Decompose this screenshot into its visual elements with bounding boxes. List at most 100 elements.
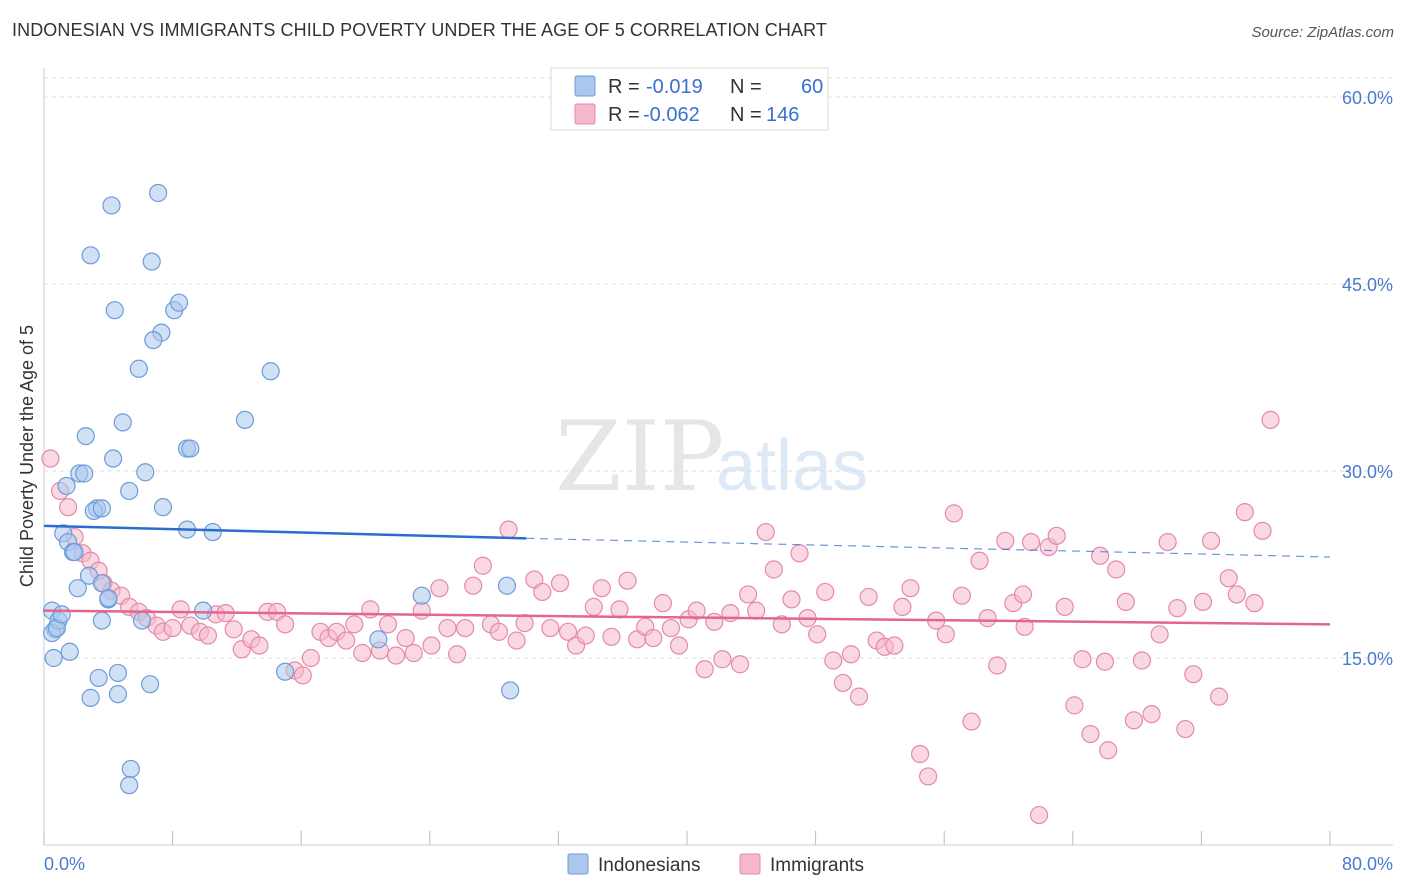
immigrants-point (756, 522, 775, 542)
immigrants-point (404, 643, 423, 663)
immigrants-point (224, 620, 243, 639)
indonesians-point (44, 648, 63, 668)
immigrants-point (1219, 569, 1238, 588)
immigrants-point (738, 585, 758, 604)
immigrants-point (171, 600, 190, 619)
indonesians-point (113, 413, 132, 432)
legend-n-value-indonesians: 60 (801, 76, 823, 98)
immigrants-point (1176, 719, 1195, 739)
immigrants-point (337, 631, 356, 650)
indonesians-point (369, 630, 388, 649)
immigrants-point (1095, 652, 1115, 671)
immigrants-point (1013, 585, 1033, 604)
indonesians-point (120, 776, 139, 795)
immigrants-point (507, 631, 526, 650)
immigrants-point (41, 449, 60, 468)
immigrants-point (515, 613, 534, 633)
indonesians-point (68, 579, 87, 598)
immigrants-point (841, 645, 861, 664)
immigrants-point (293, 666, 312, 685)
y-tick-label: 30.0% (1342, 462, 1393, 482)
indonesians-point (102, 196, 121, 215)
indonesians-point (136, 463, 155, 482)
indonesians-point (65, 542, 84, 562)
immigrants-point (602, 627, 621, 646)
immigrants-point (353, 643, 372, 663)
immigrants-point (1091, 546, 1110, 565)
immigrants-point (1201, 531, 1221, 550)
indonesians-point (81, 246, 100, 265)
immigrants-point (893, 597, 912, 616)
indonesians-point (149, 183, 168, 203)
series-legend: Indonesians Immigrants (567, 853, 864, 876)
immigrants-trend-line (43, 609, 1331, 626)
legend-r-label-indonesians: R = (608, 76, 640, 98)
indonesians-point (92, 499, 111, 518)
source-label: Source: ZipAtlas.com (1251, 24, 1394, 41)
immigrants-point (988, 656, 1007, 675)
indonesians-point (89, 668, 108, 688)
immigrants-point (713, 650, 732, 669)
immigrants-point (198, 626, 218, 645)
immigrants-point (378, 615, 398, 634)
immigrants-point (1245, 594, 1264, 613)
legend-r-label-immigrants: R = (608, 104, 640, 126)
immigrants-point (687, 601, 706, 620)
indonesians-point (92, 574, 111, 593)
indonesians-point (76, 426, 95, 446)
y-tick-label: 15.0% (1342, 649, 1393, 669)
indonesians-point (108, 685, 128, 704)
immigrants-point (1227, 585, 1246, 604)
immigrants-point (489, 622, 509, 641)
immigrants-point (1168, 599, 1187, 618)
indonesians-point (105, 301, 124, 320)
immigrants-point (901, 579, 920, 598)
watermark-zip: ZIP (555, 401, 724, 513)
immigrants-point (816, 582, 835, 602)
indonesians-point (120, 481, 139, 501)
y-tick-label: 60.0% (1342, 88, 1393, 108)
immigrants-point (952, 586, 971, 605)
legend-n-value-immigrants: 146 (766, 104, 799, 126)
immigrants-point (345, 615, 364, 634)
immigrants-point (1065, 696, 1084, 715)
indonesians-points (42, 183, 520, 795)
indonesians-point (129, 359, 148, 378)
legend-box (550, 67, 829, 131)
indonesians-point (142, 252, 161, 271)
indonesians-point (261, 362, 280, 381)
y-tick-labels: 15.0% 30.0% 45.0% 60.0% (1342, 88, 1393, 669)
immigrants-point (919, 767, 938, 786)
chart-title: INDONESIAN VS IMMIGRANTS CHILD POVERTY U… (12, 20, 827, 40)
immigrants-point (584, 597, 603, 616)
immigrants-point (1209, 687, 1229, 706)
x-tick-label-max: 80.0% (1342, 854, 1393, 874)
indonesians-point (81, 688, 100, 707)
immigrants-point (764, 560, 783, 579)
indonesians-point (194, 601, 213, 620)
indonesians-trend-extension (526, 537, 1331, 558)
immigrants-point (59, 498, 78, 517)
immigrants-point (1073, 650, 1092, 669)
immigrants-point (1261, 410, 1280, 429)
immigrants-point (970, 551, 989, 570)
indonesians-trend-line (43, 524, 527, 540)
immigrants-point (790, 544, 809, 563)
immigrants-point (936, 625, 955, 644)
immigrants-point (1021, 532, 1041, 552)
immigrants-point (618, 571, 637, 590)
immigrants-point (1184, 665, 1203, 684)
indonesians-point (497, 576, 517, 595)
immigrants-point (669, 636, 689, 655)
indonesians-point (108, 663, 128, 683)
indonesians-point (501, 681, 520, 700)
immigrants-point (653, 594, 672, 613)
indonesians-point (57, 476, 76, 496)
immigrants-point (1158, 532, 1177, 552)
legend-r-value-immigrants: -0.062 (643, 104, 700, 126)
immigrants-point (782, 590, 801, 609)
immigrants-point (422, 636, 441, 655)
immigrants-point (962, 712, 981, 731)
immigrants-point (541, 618, 560, 638)
